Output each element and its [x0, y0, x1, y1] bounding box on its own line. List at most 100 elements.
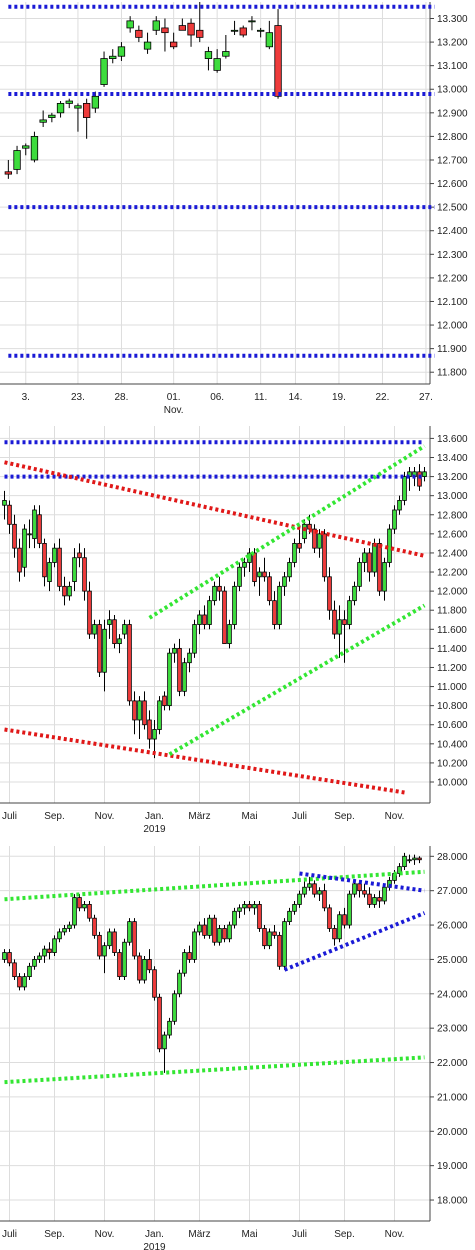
x-tick-label: Sep. [44, 1229, 65, 1240]
candle-down [274, 25, 282, 97]
candle-up [42, 948, 47, 957]
candle-down [112, 619, 117, 645]
candle-down [169, 41, 178, 48]
candle-up [242, 904, 247, 909]
y-tick-label: 12.600 [437, 529, 468, 540]
candle-up [197, 614, 202, 625]
candle-up [142, 959, 147, 981]
candle-down [7, 952, 12, 964]
candle-down [147, 719, 152, 740]
candle-down [239, 27, 247, 36]
candle-up [152, 729, 157, 740]
candle-down [92, 917, 97, 936]
y-tick-label: 12.700 [437, 155, 468, 166]
candle-up [248, 20, 256, 23]
candle-down [178, 25, 187, 31]
candles-group [2, 464, 427, 759]
candle-down [142, 700, 147, 726]
candle-down [42, 542, 47, 578]
x-tick-sublabel: 2019 [143, 1242, 166, 1250]
candle-down [177, 647, 182, 692]
y-tick-label: 11.000 [437, 682, 467, 693]
x-tick-label: 14. [288, 392, 302, 403]
candle-down [4, 171, 13, 175]
y-tick-label: 12.800 [437, 132, 468, 143]
x-tick-sublabel: Nov. [164, 405, 184, 416]
candle-up [2, 500, 7, 506]
candle-up [257, 571, 262, 578]
candle-down [322, 890, 327, 909]
candle-down [77, 897, 82, 909]
candle-up [232, 910, 237, 926]
candle-down [252, 552, 257, 582]
y-tick-label: 12.500 [437, 203, 468, 214]
candle-up [402, 855, 407, 868]
candle-up [102, 628, 107, 673]
y-tick-label: 22.000 [437, 1058, 468, 1069]
candle-up [402, 476, 407, 501]
green-trend-line [148, 444, 426, 620]
x-tick-label: 06. [210, 392, 224, 403]
y-tick-label: 12.200 [437, 568, 468, 579]
candle-down [327, 576, 332, 611]
candle-up [32, 509, 37, 540]
candle-up [37, 955, 42, 960]
y-tick-label: 21.000 [437, 1092, 468, 1103]
candle-up [317, 890, 322, 895]
candle-up [392, 509, 397, 530]
candle-up [62, 928, 67, 933]
candle-up [167, 1020, 172, 1036]
x-tick-label: 19. [332, 392, 346, 403]
candle-up [22, 528, 27, 568]
candle-up [74, 105, 82, 109]
candle-down [342, 619, 347, 625]
candle-up [252, 904, 257, 909]
candle-up [67, 924, 72, 929]
y-tick-label: 13.200 [437, 38, 468, 49]
candle-down [12, 523, 17, 549]
x-tick-label: Nov. [385, 1229, 405, 1240]
y-tick-label: 12.200 [437, 273, 468, 284]
candle-down [17, 547, 22, 573]
x-tick-sublabel: 2019 [143, 824, 166, 835]
candle-down [97, 934, 102, 957]
candle-up [192, 624, 197, 654]
candle-up [397, 866, 402, 874]
candle-up [232, 585, 237, 625]
candle-up [237, 566, 242, 587]
candle-up [182, 662, 187, 692]
candle-up [227, 924, 232, 940]
candle-up [222, 51, 230, 57]
candle-down [212, 917, 217, 943]
y-tick-label: 13.100 [437, 61, 468, 72]
x-tick-label: Mai [241, 811, 257, 822]
x-tick-label: März [188, 811, 210, 822]
candle-down [377, 897, 382, 902]
candle-up [162, 1034, 167, 1050]
candle-down [87, 590, 92, 635]
candle-down [187, 22, 195, 36]
candle-up [207, 917, 212, 936]
candle-up [282, 576, 287, 587]
x-tick-label: Nov. [95, 811, 115, 822]
candle-down [196, 29, 204, 38]
candle-down [312, 883, 317, 895]
candle-down [217, 585, 222, 592]
candle-up [65, 100, 73, 104]
weekly-candlestick-chart: 10.000 10.200 10.400 10.600 10.800 11.000 11.2… [0, 426, 468, 835]
candle-up [292, 542, 297, 563]
candle-up [302, 886, 307, 895]
candle-down [157, 996, 162, 1050]
y-tick-label: 13.600 [437, 434, 468, 445]
x-tick-label: 23. [71, 392, 85, 403]
candle-down [47, 948, 52, 953]
candle-down [367, 893, 372, 905]
y-tick-label: 13.400 [437, 453, 468, 464]
candle-up [302, 523, 307, 540]
candle-up [72, 897, 77, 926]
y-tick-label: 12.000 [437, 587, 468, 598]
candle-down [262, 571, 267, 578]
candle-up [57, 931, 62, 940]
candle-down [257, 904, 262, 929]
y-tick-label: 10.600 [437, 720, 468, 731]
